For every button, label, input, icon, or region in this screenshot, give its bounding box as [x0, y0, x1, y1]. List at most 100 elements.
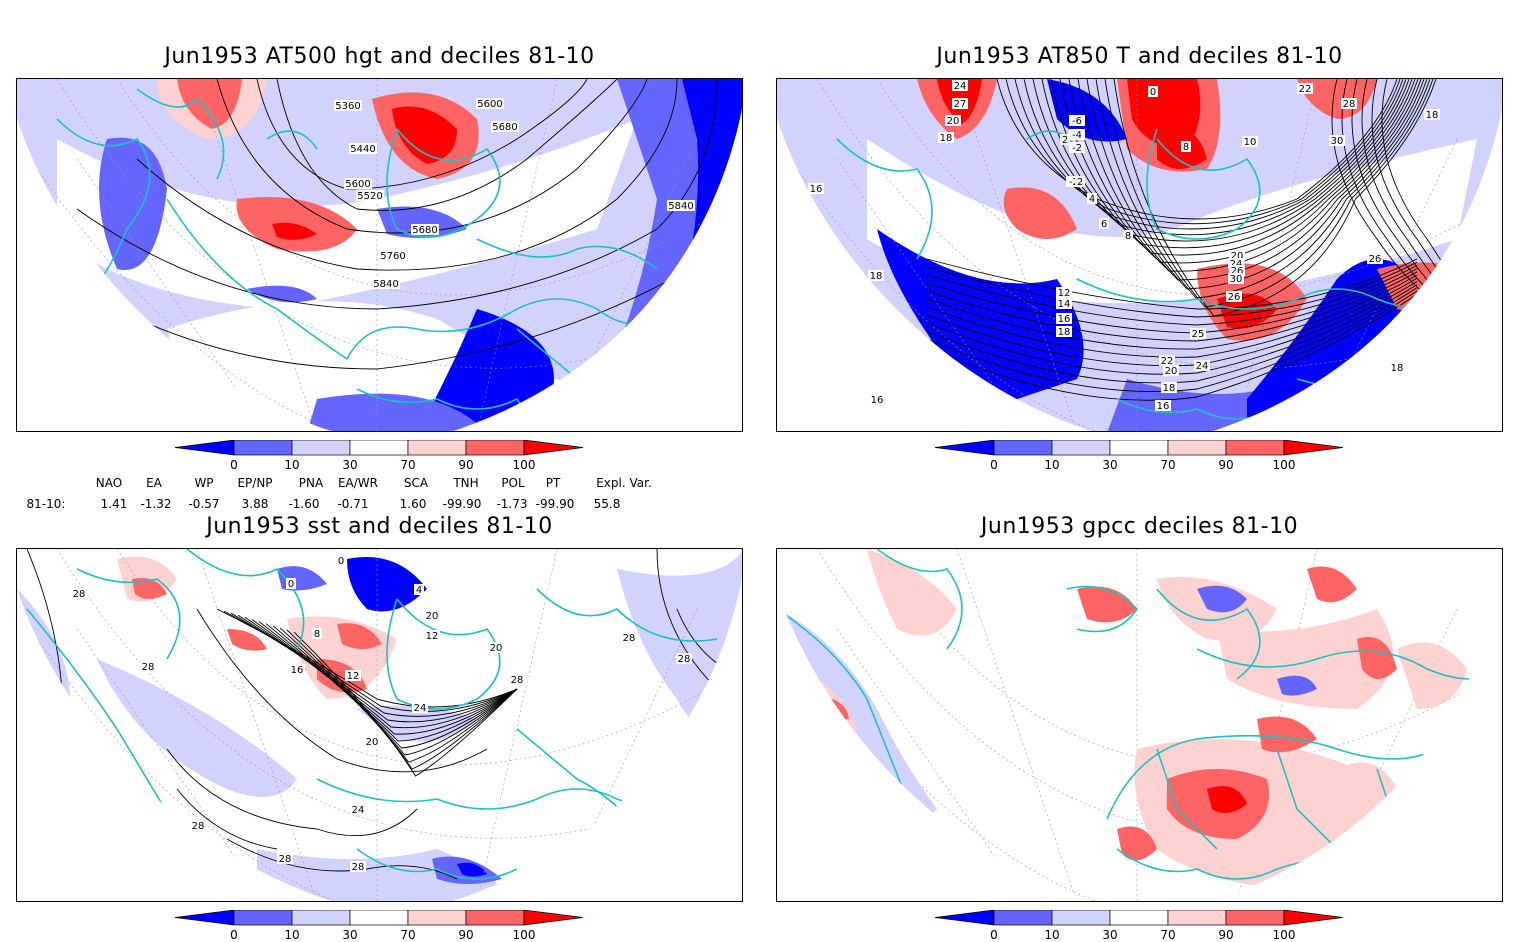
index-header: Expl. Var. [596, 476, 652, 490]
contour-label: 20 [490, 643, 503, 654]
contour-label-bg [1069, 142, 1085, 153]
contour-label: 20 [366, 737, 379, 748]
colorbar-hgt500: 0 10 30 70 90 100 [174, 439, 595, 472]
coastline [1156, 648, 1498, 850]
precip-decile-patch [1257, 716, 1317, 753]
colorbar-swatch [465, 439, 525, 456]
colorbar-swatch [1225, 439, 1285, 456]
colorbar-arrow-high [523, 909, 584, 926]
contour-label: 2 [1077, 177, 1083, 188]
contour-label-bg [952, 80, 968, 91]
colorbar-swatch [291, 909, 351, 926]
colorbar-arrow-high [523, 439, 584, 456]
contour-line [1014, 79, 1404, 230]
precip-decile-patch [1217, 609, 1393, 709]
contour-label: 26 [1369, 254, 1382, 265]
decile-fill-blue [307, 393, 487, 431]
colorbar-sst: 0 10 30 70 90 100 [174, 909, 595, 942]
colorbar-arrow-high [1283, 439, 1344, 456]
contour-label: 22 [1161, 356, 1174, 367]
contour-line [251, 619, 518, 735]
contour-label: 5600 [477, 99, 502, 110]
colorbar-swatch [407, 909, 467, 926]
contour-label-bg [1087, 193, 1097, 204]
colorbar-sst-swatches [174, 909, 584, 926]
colorbar-arrow-low [174, 909, 235, 926]
contour-label: 5840 [373, 279, 398, 290]
contour-label: 30 [1331, 136, 1344, 147]
contour-label: 6 [1101, 219, 1107, 230]
contour-label: 20 [947, 116, 960, 127]
contour-label: 16 [1058, 314, 1071, 325]
contour-line [256, 79, 588, 190]
index-header: PT [545, 476, 561, 490]
contour-line [1086, 79, 1428, 290]
colorbar-tick: 10 [284, 458, 300, 472]
meridian-line [476, 549, 558, 901]
colorbar-tick: 100 [512, 458, 536, 472]
meridian-line [836, 628, 1028, 901]
contour-line [76, 79, 718, 310]
contour-line [1095, 79, 1431, 299]
colorbar-swatch [291, 439, 351, 456]
contour-label-bg [350, 861, 366, 872]
colorbar-swatch [993, 439, 1053, 456]
map-outside-right [1212, 578, 1502, 901]
contour-line [1077, 79, 1425, 281]
decile-fill-deep-red [392, 106, 457, 164]
contour-label: 5520 [357, 191, 382, 202]
colorbar-tick: 100 [1272, 458, 1296, 472]
contour-label-bg [1148, 86, 1158, 97]
contour-label: -2 [1072, 143, 1082, 154]
contour-line [230, 612, 518, 717]
index-header: PNA [298, 476, 324, 490]
contour-label-bg [1069, 129, 1085, 140]
contour-label-bg [1389, 362, 1405, 373]
contour-label-bg [1155, 400, 1171, 411]
coastline [1146, 128, 1261, 240]
contour-label: -6 [1072, 116, 1082, 127]
contour-label-bg [1229, 250, 1245, 261]
meridian-line [836, 158, 1028, 431]
decile-fill-white [57, 119, 637, 309]
contour-label-bg [344, 178, 372, 189]
contour-label-bg [1297, 83, 1313, 94]
contour-label: 25 [1192, 329, 1205, 340]
contour-label: 26 [1231, 266, 1244, 277]
contour-label: 0 [288, 579, 294, 590]
colorbar-tick: 90 [1218, 928, 1234, 942]
colorbar-tick: 70 [400, 458, 416, 472]
contour-line [926, 258, 1418, 310]
colorbar-arrow-low [934, 439, 995, 456]
colorbar-arrow-low [174, 439, 235, 456]
map-outside-left [17, 119, 332, 431]
contour-label-bg [140, 661, 156, 672]
index-header: NAO [95, 476, 123, 490]
map-outside-left [777, 119, 1092, 431]
contour-label: 2 [1062, 135, 1068, 146]
contour-label-bg [1424, 109, 1440, 120]
map-outside-left [777, 589, 1092, 901]
contour-label-bg [476, 98, 504, 109]
contour-line [926, 265, 1418, 326]
contour-label-bg [1163, 365, 1179, 376]
colorbar-swatch [993, 909, 1053, 926]
colorbar-t850: 0 10 30 70 90 100 [934, 439, 1355, 472]
contour-label-bg [286, 578, 296, 589]
precip-decile-patch [1357, 637, 1397, 679]
contour-label: 24 [1196, 361, 1209, 372]
contour-label-bg [1190, 328, 1206, 339]
colorbar-tick: 70 [400, 928, 416, 942]
contour-label-bg [1329, 135, 1345, 146]
colorbar-tick: 0 [230, 458, 238, 472]
contour-line [166, 748, 418, 837]
contour-label-bg [488, 642, 504, 653]
coastline [56, 118, 348, 360]
colorbar-swatch [349, 439, 409, 456]
contour-line [1041, 79, 1413, 249]
contour-label-bg [1099, 218, 1109, 229]
coastline [266, 130, 538, 431]
contour-label-bg [808, 183, 824, 194]
contour-label-bg [412, 702, 428, 713]
contour-label-bg [334, 100, 362, 111]
